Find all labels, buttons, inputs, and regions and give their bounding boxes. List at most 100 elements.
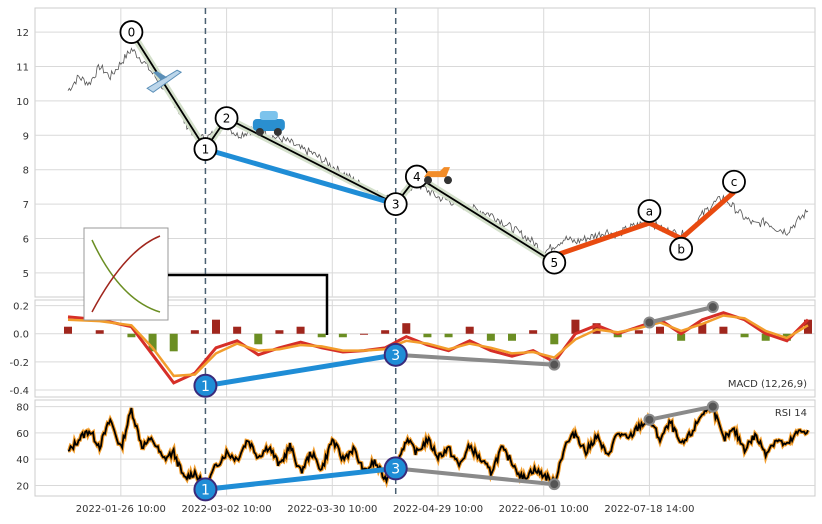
macd-histogram-bar-19: [486, 333, 495, 341]
macd-label-circle-1: [193, 373, 218, 398]
macd-histogram-bar-17: [444, 333, 453, 338]
macd-divergence-dot-4-1: [706, 301, 719, 314]
ytick-price-7: 12: [16, 28, 29, 39]
rsi-label-circle-3: [383, 456, 408, 481]
wave-corrective-line: [553, 190, 736, 259]
xtick-label-1: 2022-03-02 10:00: [182, 504, 272, 515]
ytick-price-6: 11: [16, 62, 29, 73]
panel-title-macd: MACD (12,26,9): [728, 379, 807, 390]
car-wheel-right: [273, 127, 282, 136]
car-icon: [252, 110, 285, 136]
rsi-label-1: 1: [201, 482, 210, 498]
ytick-rsi-1: 60: [16, 429, 29, 440]
macd-histogram-bar-30: [719, 326, 728, 334]
ytick-rsi-3: 20: [16, 481, 29, 492]
macd-histogram-bar-22: [550, 333, 559, 345]
macd-histogram-bar-25: [613, 333, 622, 338]
macd-histogram-bar-27: [656, 326, 664, 334]
wave-label-circle-1: [193, 137, 218, 161]
macd-histogram-bar-13: [360, 333, 368, 335]
macd-histogram-bar-31: [740, 333, 749, 338]
xtick-label-0: 2022-01-26 10:00: [76, 504, 166, 515]
wave-label-circle-3: [383, 192, 408, 217]
macd-divergence-gray-3: [395, 352, 555, 367]
panel-title-rsi: RSI 14: [775, 408, 807, 419]
ytick-rsi-2: 40: [16, 455, 29, 466]
wave-label-0: 0: [128, 26, 136, 40]
macd-divergence-gray-4: [648, 305, 714, 325]
macd-histogram-bar-29: [698, 323, 707, 334]
macd-label-circle-3: [383, 342, 408, 367]
macd-histogram-bar-26: [634, 330, 643, 334]
macd-histogram-bar-18: [465, 326, 474, 334]
macd-divergence-dot-3-1: [548, 358, 561, 371]
macd-histogram-bar-11: [317, 333, 326, 338]
car-wheel-left: [255, 127, 264, 136]
rsi-divergence-gray-2: [395, 466, 555, 487]
rsi-divergence-gray-3: [648, 404, 714, 422]
inset-curve-red: [91, 235, 161, 313]
rsi-label-3: 3: [391, 461, 400, 477]
wave-label-4: 4: [413, 170, 421, 184]
ytick-macd-2: -0.2: [9, 358, 29, 369]
rsi-divergence-blue: [205, 465, 396, 492]
macd-histogram-bar-2: [127, 333, 136, 338]
macd-histogram-bar-12: [338, 333, 347, 338]
ytick-macd-1: 0.0: [13, 330, 29, 341]
ytick-price-4: 9: [23, 131, 29, 142]
macd-histogram-bar-1: [95, 330, 104, 334]
macd-histogram-bar-16: [423, 333, 432, 338]
wave-label-b: b: [677, 242, 685, 256]
wave-label-circle-b: [669, 236, 694, 261]
rsi-divergence-dot-3-0: [643, 413, 656, 426]
panel-frame-macd: [34, 299, 816, 398]
wave-label-5: 5: [550, 256, 558, 270]
airplane-icon: [146, 69, 183, 93]
wave-label-3: 3: [392, 198, 400, 212]
ytick-price-1: 6: [23, 235, 29, 246]
car-cabin: [259, 110, 278, 120]
rsi-divergence-dot-2-1: [548, 478, 561, 491]
wave-blue-line: [204, 146, 397, 207]
wave-label-circle-2: [214, 106, 239, 130]
wave-label-circle-a: [637, 199, 662, 223]
macd-label-1: 1: [201, 379, 210, 395]
macd-histogram-bar-9: [275, 330, 284, 334]
macd-histogram-bar-20: [508, 333, 516, 341]
scooter-body: [424, 167, 450, 178]
ytick-price-2: 7: [23, 200, 29, 211]
scooter-wheel-back: [424, 176, 432, 185]
rsi-label-circle-1: [193, 477, 218, 502]
xtick-label-4: 2022-06-01 10:00: [499, 504, 589, 515]
wave-label-2: 2: [223, 112, 231, 126]
inset-connector-line: [168, 273, 329, 335]
ytick-macd-3: -0.4: [9, 386, 29, 397]
inset-curve-green: [91, 239, 161, 313]
macd-histogram-bar-4: [169, 333, 178, 352]
macd-divergence-blue: [204, 352, 397, 389]
xtick-label-2: 2022-03-30 10:00: [287, 504, 377, 515]
airplane-wing: [153, 71, 168, 81]
macd-histogram-bar-7: [233, 326, 242, 334]
macd-histogram-bar-15: [402, 323, 411, 334]
macd-label-3: 3: [391, 348, 400, 364]
inset-frame: [83, 227, 169, 321]
macd-histogram-bar-5: [190, 330, 199, 334]
ytick-price-0: 5: [23, 269, 29, 280]
macd-histogram-bar-14: [381, 330, 390, 334]
macd-histogram-bar-0: [64, 326, 72, 334]
rsi-line: [67, 405, 809, 490]
ytick-rsi-0: 80: [16, 403, 29, 414]
scooter-icon: [424, 167, 452, 185]
ytick-price-5: 10: [16, 97, 29, 108]
scooter-wheel-front: [444, 176, 452, 185]
macd-histogram-bar-23: [571, 319, 580, 334]
xtick-label-3: 2022-04-29 10:00: [393, 504, 483, 515]
wave-label-circle-5: [542, 250, 567, 275]
inset-thumbnail: [83, 227, 169, 321]
macd-histogram-bar-3: [148, 333, 157, 352]
wave-label-a: a: [646, 204, 653, 218]
